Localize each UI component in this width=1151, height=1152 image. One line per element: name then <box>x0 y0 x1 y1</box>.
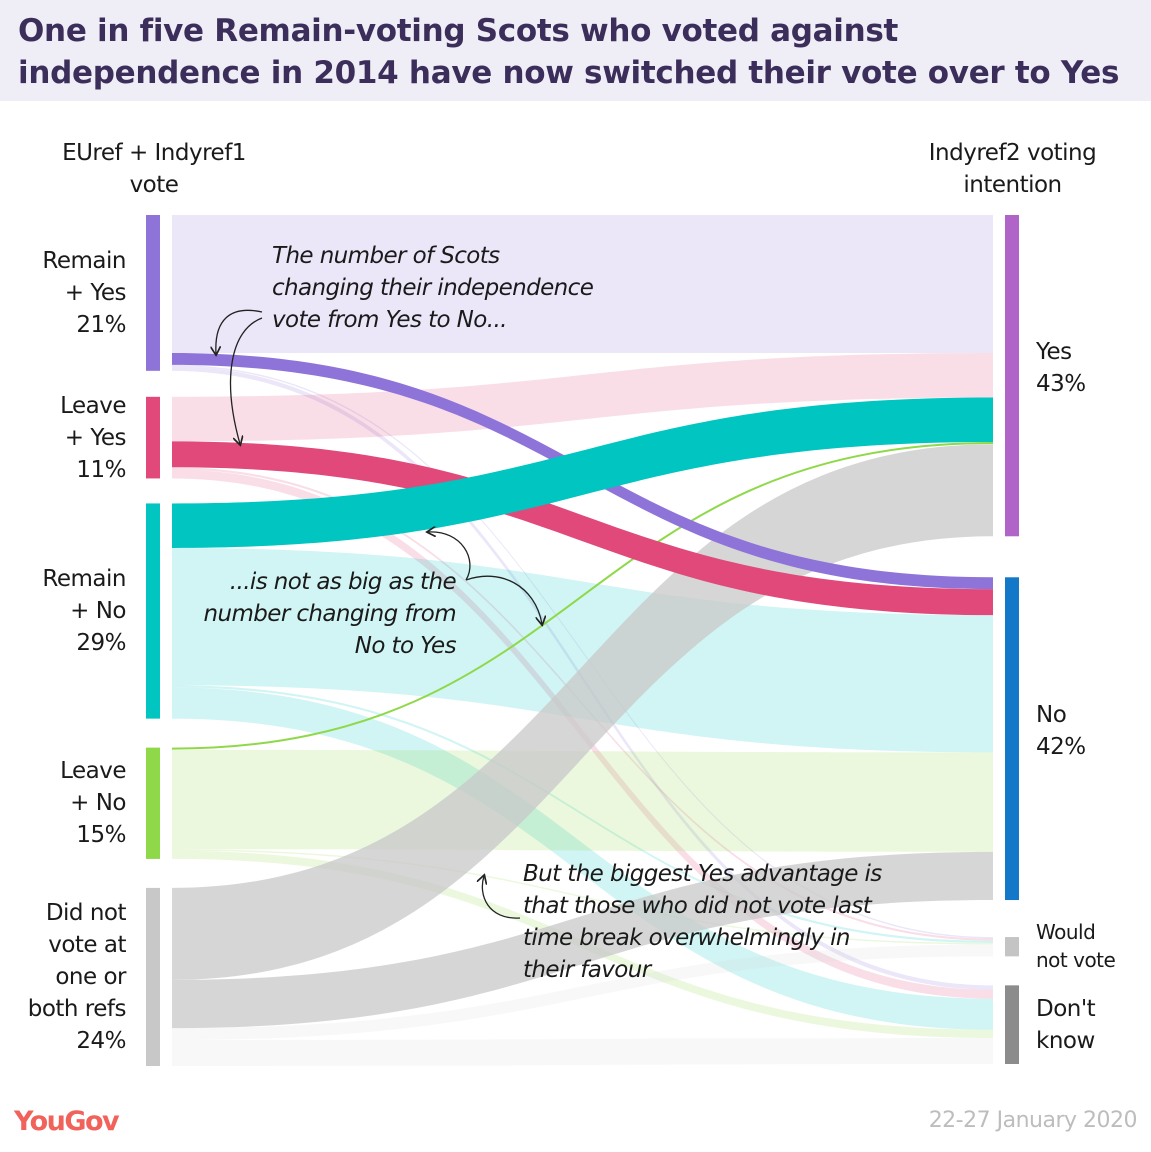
annotation-3: But the biggest Yes advantage is that tho… <box>523 858 882 986</box>
annotation-line: their favour <box>523 957 651 983</box>
label-line: Would <box>1036 919 1096 944</box>
flow-LN-WNV <box>172 849 993 945</box>
annotation-arrow-5 <box>482 876 521 919</box>
label-line: 24% <box>76 1027 126 1054</box>
annotation-arrow-4 <box>465 575 542 624</box>
flow-DNV-No <box>172 851 993 1029</box>
source-node-DNV <box>146 887 160 1066</box>
label-line: Remain <box>42 566 126 593</box>
target-node-No <box>1005 577 1019 901</box>
annotation-line: that those who did not vote last <box>523 893 872 919</box>
annotation-line: But the biggest Yes advantage is <box>523 861 882 887</box>
chart-title: One in five Remain-voting Scots who vote… <box>18 13 1120 91</box>
source-node-RN <box>146 503 160 719</box>
annotation-arrow-1 <box>216 309 263 354</box>
flow-LY-Yes <box>172 353 993 442</box>
flow-LN-No <box>172 749 993 852</box>
label-line: 43% <box>1036 370 1086 397</box>
label-line: 29% <box>76 630 126 657</box>
label-line: + No <box>70 790 126 817</box>
title-banner: One in five Remain-voting Scots who vote… <box>0 0 1151 101</box>
annotation-1: The number of Scots changing their indepe… <box>272 240 594 336</box>
label-line: Remain <box>42 247 126 274</box>
flow-LY-No <box>172 441 993 616</box>
target-label-No: No 42% <box>1036 699 1086 763</box>
target-node-WNV <box>1005 937 1019 957</box>
annotation-line: No to Yes <box>354 633 457 659</box>
annotation-arrow-2 <box>230 317 263 444</box>
label-line: 11% <box>76 456 126 483</box>
target-node-Yes <box>1005 215 1019 537</box>
target-node-DK <box>1005 985 1019 1064</box>
label-line: No <box>1036 701 1067 728</box>
yougov-logo: YouGov <box>14 1106 120 1137</box>
label-line: Don't <box>1036 995 1096 1022</box>
annotation-2: ...is not as big as the number changing f… <box>203 566 457 662</box>
label-line: one or <box>55 963 126 990</box>
flow-RN-WNV <box>172 685 993 943</box>
right-header: Indyref2 voting intention <box>928 140 1097 198</box>
source-node-LN <box>146 747 160 859</box>
label-line: not vote <box>1036 947 1116 972</box>
source-label-RY: Remain + Yes 21% <box>42 245 126 341</box>
flow-DNV-WNV <box>172 944 993 1041</box>
target-label-DK: Don't know <box>1036 993 1096 1057</box>
label-line: know <box>1036 1027 1095 1054</box>
survey-date: 22-27 January 2020 <box>928 1108 1138 1133</box>
label-line: Leave <box>60 392 126 419</box>
flow-RN-DK <box>172 687 993 1030</box>
source-label-LN: Leave + No 15% <box>60 755 126 851</box>
label-line: + Yes <box>64 424 127 451</box>
flow-LN-Yes <box>171 442 994 750</box>
annotation-line: The number of Scots <box>272 243 500 269</box>
source-node-LY <box>146 396 160 479</box>
annotation-line: ...is not as big as the <box>229 569 457 595</box>
annotation-line: vote from Yes to No... <box>272 307 507 333</box>
left-header: EUref + Indyref1 vote <box>62 140 246 198</box>
label-line: Did not <box>45 899 127 926</box>
source-node-RY <box>146 215 160 371</box>
flow-RN-Yes <box>172 397 993 548</box>
source-label-LY: Leave + Yes 11% <box>60 390 126 486</box>
label-line: vote at <box>48 931 126 958</box>
annotation-line: time break overwhelmingly in <box>523 925 850 951</box>
label-line: 42% <box>1036 733 1086 760</box>
flow-RY-Yes <box>172 215 993 354</box>
source-label-DNV: Did not vote at one or both refs 24% <box>27 897 127 1057</box>
label-line: 15% <box>76 822 126 849</box>
target-label-Yes: Yes 43% <box>1036 336 1086 400</box>
annotation-line: number changing from <box>203 601 457 627</box>
flow-DNV-DK <box>172 1038 993 1066</box>
flow-RY-WNV <box>172 364 993 939</box>
annotation-line: changing their independence <box>272 275 594 301</box>
source-label-RN: Remain + No 29% <box>42 563 126 659</box>
flow-RN-No <box>172 547 993 753</box>
label-line: Leave <box>60 758 126 785</box>
annotation-arrow-3 <box>428 532 471 581</box>
label-line: 21% <box>76 311 126 338</box>
target-label-WNV: Would not vote <box>1036 918 1116 974</box>
label-line: + No <box>70 598 126 625</box>
label-line: + Yes <box>64 279 127 306</box>
label-line: Yes <box>1036 338 1072 365</box>
label-line: both refs <box>27 995 127 1022</box>
